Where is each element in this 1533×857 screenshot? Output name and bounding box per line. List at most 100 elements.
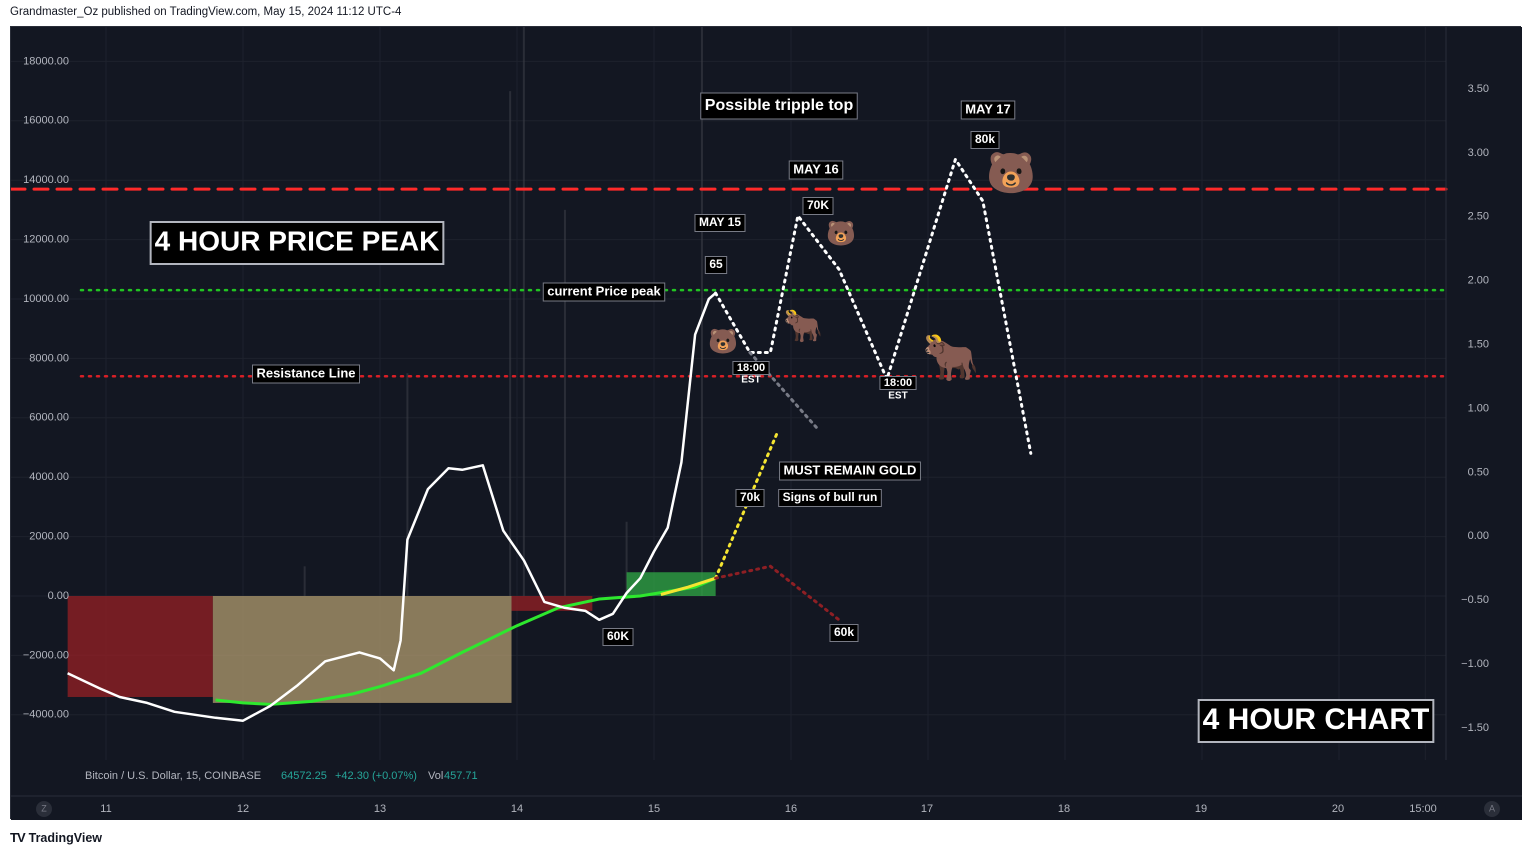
legend-symbol: Bitcoin / U.S. Dollar, 15, COINBASE: [85, 770, 261, 782]
right-axis-tick-label: 2.00: [1468, 275, 1489, 287]
bear-face-icon: 🐻: [986, 149, 1036, 196]
right-axis-tick-label: 0.00: [1468, 530, 1489, 542]
zoom-button-label: Z: [41, 803, 47, 813]
label-signs-bull-run-text[interactable]: Signs of bull run: [783, 490, 878, 504]
label-may17-text[interactable]: MAY 17: [965, 101, 1011, 116]
label-80k[interactable]: [970, 131, 1000, 149]
right-axis-tick-label: −1.50: [1461, 722, 1489, 734]
time-axis-tick-label: 19: [1195, 803, 1207, 815]
right-axis-tick-label: −0.50: [1461, 594, 1489, 606]
label-60k-projection[interactable]: [829, 624, 859, 642]
label-resistance-line-text[interactable]: Resistance Line: [257, 365, 356, 380]
label-est2: EST: [888, 391, 907, 402]
right-axis-tick-label: 1.00: [1468, 402, 1489, 414]
bull-icon: 🐂: [783, 307, 823, 343]
time-axis-tick-label: 20: [1332, 803, 1344, 815]
right-axis-tick-label: 3.00: [1468, 147, 1489, 159]
right-axis-tick-label: 1.50: [1468, 339, 1489, 351]
chart-panel[interactable]: Possible tripple top MAY 17 80k MAY 16 70K MA…: [10, 26, 1522, 820]
label-may15[interactable]: [694, 214, 746, 232]
time-axis-tick-label: 15: [648, 803, 660, 815]
right-axis-tick-label: −1.00: [1461, 658, 1489, 670]
label-signs-bull-run[interactable]: [778, 489, 882, 507]
label-60k-low-text[interactable]: 60K: [607, 629, 629, 643]
bear-face-icon: 🐻: [826, 218, 856, 247]
chart-svg[interactable]: Possible tripple top MAY 17 80k MAY 16 70K MA…: [11, 27, 1522, 820]
right-axis-tick-label: 2.50: [1468, 211, 1489, 223]
label-price-peak-title-text[interactable]: 4 HOUR PRICE PEAK: [155, 225, 440, 256]
publisher-header: Grandmaster_Oz published on TradingView.…: [10, 6, 402, 18]
legend-vol-label: Vol: [428, 770, 443, 782]
projection-white-line: [714, 155, 1033, 455]
label-may17[interactable]: [960, 100, 1016, 120]
label-must-remain-gold[interactable]: [779, 461, 921, 481]
time-axis-tick-label: 12: [237, 803, 249, 815]
left-axis-tick-label: 10000.00: [23, 293, 69, 305]
left-axis-tick-label: 8000.00: [29, 352, 69, 364]
autoscale-button-label: A: [1489, 803, 1495, 813]
bull-icon: 🐂: [922, 331, 979, 383]
label-70k-lower[interactable]: [735, 489, 765, 507]
left-axis-tick-label: 16000.00: [23, 115, 69, 127]
left-axis-tick-label: −2000.00: [23, 649, 69, 661]
label-must-remain-gold-text[interactable]: MUST REMAIN GOLD: [784, 462, 917, 477]
right-axis-tick-label: 0.50: [1468, 466, 1489, 478]
histogram-segment-green: [626, 572, 716, 596]
legend-vol-value: 457.71: [444, 770, 478, 782]
histogram-segment-tan: [212, 596, 512, 703]
label-current-price-peak-text[interactable]: current Price peak: [547, 283, 661, 298]
label-4-hour-chart-text[interactable]: 4 HOUR CHART: [1203, 703, 1430, 736]
label-time1[interactable]: [732, 361, 770, 375]
label-resistance-line[interactable]: [252, 364, 360, 384]
legend-price: 64572.25: [281, 770, 327, 782]
label-current-price-peak[interactable]: [542, 282, 666, 302]
tradingview-logo-icon[interactable]: TV: [10, 830, 26, 845]
label-70k-upper[interactable]: [802, 197, 834, 215]
time-axis-tick-label: 18: [1058, 803, 1070, 815]
label-may16-text[interactable]: MAY 16: [793, 161, 839, 176]
label-65-text[interactable]: 65: [709, 257, 723, 271]
left-axis-tick-label: 14000.00: [23, 174, 69, 186]
label-70k-lower-text[interactable]: 70k: [740, 490, 760, 504]
label-60k-projection-text[interactable]: 60k: [834, 625, 854, 639]
time-axis-tick-label: 17: [921, 803, 933, 815]
left-axis-tick-label: 18000.00: [23, 55, 69, 67]
right-axis-tick-label: 3.50: [1468, 83, 1489, 95]
time-axis-tick-label: 14: [511, 803, 523, 815]
left-axis-tick-label: 2000.00: [29, 531, 69, 543]
label-4-hour-chart[interactable]: [1197, 699, 1435, 743]
zoom-button[interactable]: [36, 801, 52, 817]
label-may16[interactable]: [788, 160, 844, 180]
autoscale-button[interactable]: [1484, 801, 1500, 817]
left-axis-tick-label: −4000.00: [23, 709, 69, 721]
label-time1-text[interactable]: 18:00: [737, 362, 765, 374]
time-axis-tick-label: 13: [374, 803, 386, 815]
footer-brand[interactable]: TradingView: [28, 830, 103, 845]
label-possible-triple-top[interactable]: [700, 92, 858, 120]
left-axis-tick-label: 12000.00: [23, 234, 69, 246]
label-est1: EST: [741, 375, 760, 386]
left-axis-tick-label: 0.00: [48, 590, 69, 602]
label-time2-text[interactable]: 18:00: [884, 377, 912, 389]
histogram-segment-red: [67, 596, 213, 697]
moving-average-recent-line: [660, 576, 717, 596]
label-time2[interactable]: [879, 376, 917, 390]
label-may15-text[interactable]: MAY 15: [699, 215, 741, 229]
oscillator-line: [67, 292, 717, 722]
label-price-peak-title[interactable]: [149, 221, 445, 265]
label-65[interactable]: [704, 256, 728, 274]
time-axis-tick-label: 16: [785, 803, 797, 815]
time-axis-tick-label: 11: [100, 803, 111, 815]
time-axis-tick-label: 15:00: [1409, 803, 1437, 815]
left-axis-tick-label: 6000.00: [29, 412, 69, 424]
label-60k-low[interactable]: [602, 628, 634, 646]
bear-face-icon: 🐻: [708, 326, 738, 355]
projection-red-line: [714, 564, 841, 622]
label-80k-text[interactable]: 80k: [975, 132, 995, 146]
label-possible-triple-top-text[interactable]: Possible tripple top: [705, 97, 854, 114]
footer: TV TradingView: [10, 830, 102, 845]
moving-average-line: [215, 576, 717, 706]
label-70k-upper-text[interactable]: 70K: [807, 198, 829, 212]
legend-change: +42.30 (+0.07%): [335, 770, 417, 782]
left-axis-tick-label: 4000.00: [29, 471, 69, 483]
